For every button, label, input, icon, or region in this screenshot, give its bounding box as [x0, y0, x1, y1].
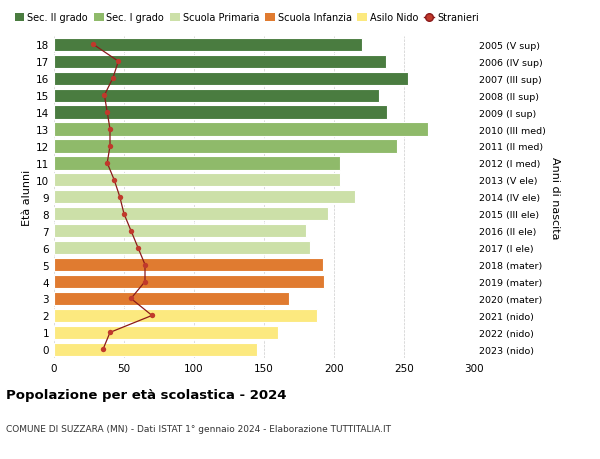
Point — [133, 245, 143, 252]
Point — [105, 126, 115, 134]
Bar — [54, 73, 408, 85]
Bar — [54, 123, 428, 136]
Y-axis label: Anni di nascita: Anni di nascita — [550, 156, 560, 239]
Bar — [54, 343, 257, 356]
Point — [126, 295, 136, 302]
Bar — [54, 241, 310, 255]
Text: Popolazione per età scolastica - 2024: Popolazione per età scolastica - 2024 — [6, 388, 287, 401]
Point — [126, 228, 136, 235]
Bar — [54, 326, 278, 339]
Y-axis label: Età alunni: Età alunni — [22, 169, 32, 225]
Bar — [54, 157, 340, 170]
Point — [147, 312, 157, 319]
Bar — [54, 275, 324, 289]
Bar — [54, 309, 317, 322]
Text: COMUNE DI SUZZARA (MN) - Dati ISTAT 1° gennaio 2024 - Elaborazione TUTTITALIA.IT: COMUNE DI SUZZARA (MN) - Dati ISTAT 1° g… — [6, 425, 391, 434]
Bar — [54, 106, 387, 119]
Point — [109, 177, 119, 184]
Point — [113, 58, 123, 66]
Bar — [54, 56, 386, 69]
Point — [108, 75, 118, 83]
Bar — [54, 140, 397, 153]
Point — [100, 92, 109, 100]
Bar — [54, 224, 306, 238]
Bar — [54, 39, 362, 52]
Bar — [54, 90, 379, 102]
Bar — [54, 174, 340, 187]
Bar — [54, 191, 355, 204]
Point — [140, 261, 150, 269]
Bar — [54, 207, 328, 221]
Point — [115, 194, 125, 201]
Bar — [54, 258, 323, 272]
Point — [105, 329, 115, 336]
Point — [88, 41, 98, 49]
Point — [103, 109, 112, 117]
Legend: Sec. II grado, Sec. I grado, Scuola Primaria, Scuola Infanzia, Asilo Nido, Stran: Sec. II grado, Sec. I grado, Scuola Prim… — [11, 10, 482, 27]
Point — [105, 143, 115, 150]
Point — [140, 278, 150, 285]
Point — [103, 160, 112, 167]
Point — [98, 346, 108, 353]
Bar — [54, 292, 289, 305]
Point — [119, 211, 129, 218]
